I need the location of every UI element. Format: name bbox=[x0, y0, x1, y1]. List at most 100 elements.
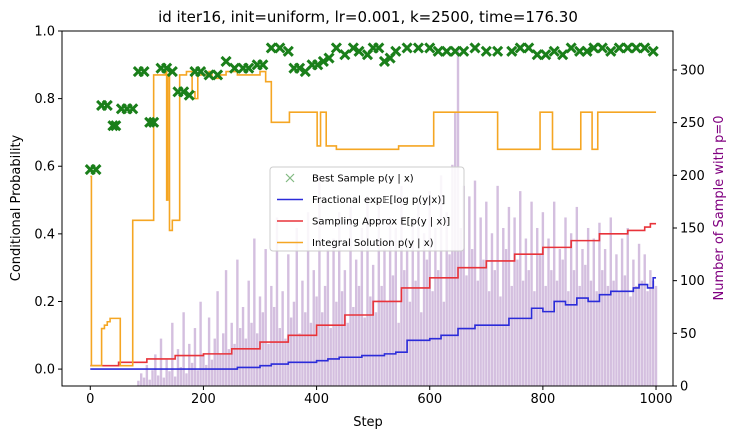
histogram-bar bbox=[462, 185, 465, 386]
histogram-bar bbox=[199, 301, 202, 386]
histogram-bar bbox=[188, 343, 191, 386]
best-sample-marker bbox=[265, 42, 277, 54]
best-sample-marker bbox=[588, 42, 600, 54]
marker-layer bbox=[84, 42, 659, 176]
histogram-bar bbox=[629, 296, 632, 386]
best-sample-marker bbox=[647, 45, 659, 57]
y-axis-ticks: 0.0 0.2 0.4 0.6 0.8 1.0 bbox=[34, 25, 62, 378]
histogram-bar bbox=[490, 233, 494, 386]
histogram-bar bbox=[397, 322, 400, 386]
histogram-bar bbox=[623, 275, 627, 386]
histogram-bar bbox=[264, 249, 267, 386]
histogram-bar bbox=[640, 280, 644, 386]
histogram-bar bbox=[482, 259, 485, 386]
histogram-bar bbox=[329, 328, 332, 386]
series-line-integral bbox=[90, 70, 657, 367]
histogram-bar bbox=[448, 254, 451, 386]
best-sample-marker bbox=[203, 69, 215, 81]
histogram-bar bbox=[332, 238, 335, 386]
best-sample-marker bbox=[195, 66, 207, 78]
histogram-bar bbox=[550, 270, 553, 386]
histogram-bar bbox=[210, 359, 214, 386]
histogram-bar bbox=[536, 227, 539, 386]
histogram-bar bbox=[581, 249, 584, 386]
histogram-bar bbox=[595, 291, 598, 386]
best-sample-marker bbox=[373, 42, 385, 54]
best-sample-marker bbox=[294, 62, 306, 74]
histogram-bar bbox=[425, 259, 429, 386]
best-sample-marker bbox=[565, 42, 577, 54]
histogram-bar bbox=[510, 285, 513, 386]
right-axis-ticks: 0 50 100 150 200 250 300 bbox=[673, 63, 705, 395]
histogram-bar bbox=[586, 227, 590, 386]
histogram-bar bbox=[247, 280, 250, 386]
best-sample-marker bbox=[581, 45, 593, 57]
right-tick-label: 0 bbox=[680, 380, 688, 395]
histogram-bar bbox=[315, 296, 318, 386]
histogram-bar bbox=[635, 285, 638, 386]
best-sample-marker bbox=[101, 99, 113, 111]
histogram-bar bbox=[176, 349, 180, 386]
histogram-bar bbox=[578, 285, 581, 386]
histogram-bar bbox=[151, 370, 154, 386]
histogram-bar bbox=[434, 227, 437, 386]
histogram-bar bbox=[236, 259, 239, 386]
best-sample-marker bbox=[317, 55, 329, 67]
best-sample-marker bbox=[506, 45, 518, 57]
histogram-bar bbox=[567, 291, 570, 386]
histogram-bar bbox=[507, 206, 511, 386]
best-sample-marker bbox=[613, 42, 625, 54]
best-sample-marker bbox=[274, 42, 286, 54]
plot-frame bbox=[61, 30, 674, 387]
legend-box bbox=[269, 166, 465, 252]
x-tick-label: 0 bbox=[86, 392, 94, 407]
best-sample-marker bbox=[312, 59, 324, 71]
histogram-bar bbox=[408, 301, 412, 386]
best-sample-marker bbox=[514, 42, 526, 54]
histogram-bar bbox=[544, 285, 547, 386]
histogram-bar bbox=[275, 217, 279, 386]
histogram-bar bbox=[233, 343, 236, 386]
histogram-bar bbox=[479, 217, 482, 386]
histogram-bar bbox=[561, 259, 564, 386]
histogram-bar bbox=[219, 354, 222, 386]
histogram-bar bbox=[485, 201, 488, 386]
best-sample-marker bbox=[282, 45, 294, 57]
histogram-bar bbox=[239, 328, 242, 386]
histogram-bar bbox=[609, 217, 612, 386]
histogram-bar bbox=[261, 312, 265, 386]
histogram-bar bbox=[278, 328, 282, 386]
histogram-bar bbox=[606, 285, 610, 386]
best-sample-marker bbox=[161, 62, 173, 74]
histogram-bar bbox=[295, 227, 298, 386]
histogram-bar bbox=[202, 354, 205, 386]
histogram-bar bbox=[270, 285, 273, 386]
histogram-bar bbox=[552, 201, 556, 386]
histogram-bar bbox=[572, 270, 576, 386]
best-sample-marker bbox=[323, 52, 335, 64]
right-tick-label: 150 bbox=[680, 221, 705, 236]
histogram-bar bbox=[651, 280, 655, 386]
histogram-bar bbox=[524, 238, 528, 386]
histogram-bar bbox=[513, 217, 516, 386]
histogram-bar bbox=[643, 254, 646, 386]
histogram-bar bbox=[618, 291, 621, 386]
best-sample-marker bbox=[531, 49, 543, 61]
histogram-bar bbox=[470, 249, 474, 386]
histogram-bar bbox=[646, 291, 649, 386]
best-sample-marker bbox=[605, 45, 617, 57]
histogram-bar bbox=[165, 359, 168, 386]
best-sample-marker bbox=[480, 45, 492, 57]
histogram-bar bbox=[340, 291, 344, 386]
histogram-bar bbox=[632, 259, 635, 386]
histogram-bar bbox=[287, 254, 290, 386]
y-tick-label: 0.6 bbox=[34, 160, 55, 175]
histogram-bar bbox=[569, 233, 573, 386]
best-sample-marker bbox=[220, 55, 232, 67]
histogram-bar bbox=[253, 238, 256, 386]
histogram-bar bbox=[584, 264, 587, 386]
legend-marker-best_sample bbox=[285, 173, 295, 183]
histogram-bar bbox=[227, 349, 231, 386]
right-tick-label: 200 bbox=[680, 169, 705, 184]
